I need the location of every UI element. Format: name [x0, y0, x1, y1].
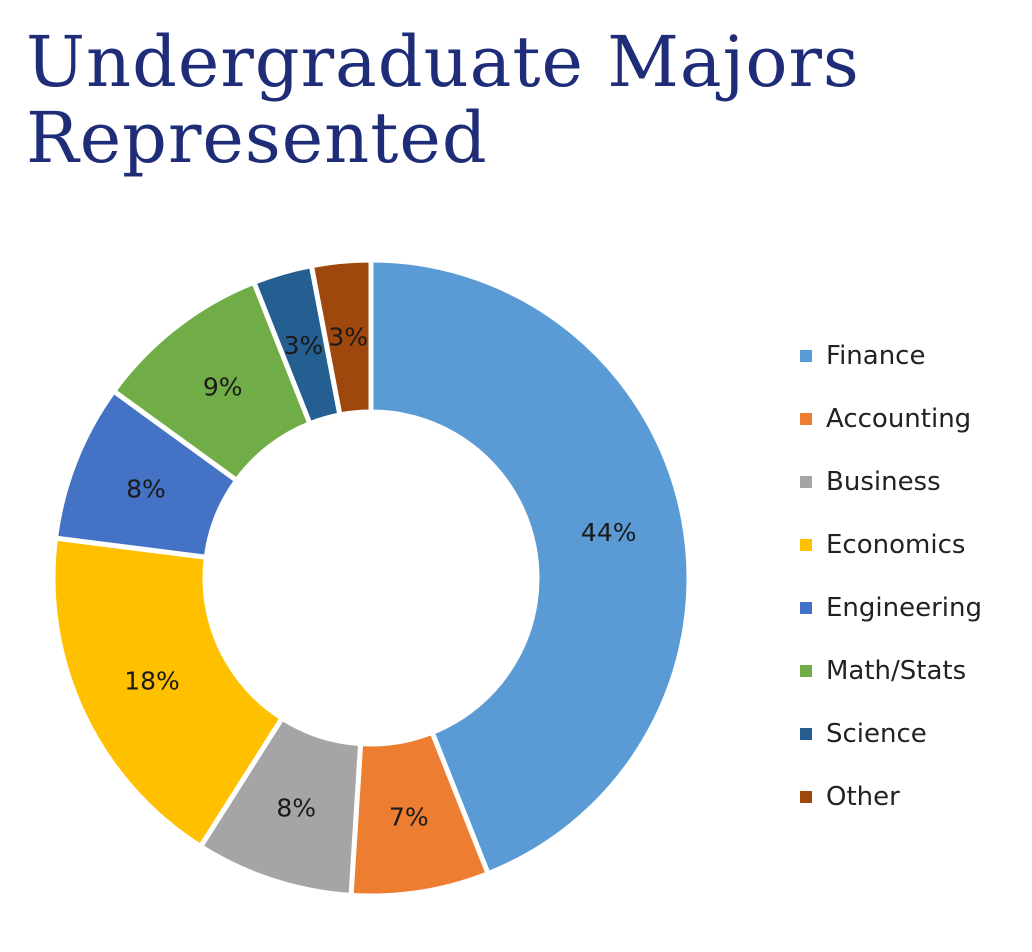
legend-item-science: Science — [800, 702, 982, 765]
legend-swatch — [800, 538, 812, 551]
legend-item-accounting: Accounting — [800, 387, 982, 450]
legend-swatch — [800, 475, 812, 488]
legend-item-finance: Finance — [800, 324, 982, 387]
chart-title-line-2: Represented — [26, 97, 488, 179]
legend-swatch — [800, 727, 812, 740]
data-label-math-stats: 9% — [203, 372, 243, 401]
chart-legend: Finance Accounting Business Economics Engine… — [800, 324, 982, 828]
legend-label: Economics — [826, 529, 966, 560]
legend-item-business: Business — [800, 450, 982, 513]
legend-label: Accounting — [826, 403, 972, 434]
legend-label: Other — [826, 781, 900, 812]
legend-item-economics: Economics — [800, 513, 982, 576]
data-label-finance: 44% — [581, 518, 637, 547]
legend-label: Engineering — [826, 592, 982, 623]
chart-title: Undergraduate Majors Represented — [26, 24, 860, 176]
legend-swatch — [800, 349, 812, 362]
chart-title-line-1: Undergraduate Majors — [26, 21, 860, 103]
legend-item-other: Other — [800, 765, 982, 828]
donut-slice-finance — [368, 257, 692, 877]
donut-slice-economics — [50, 535, 286, 850]
legend-label: Science — [826, 718, 927, 749]
data-label-economics: 18% — [124, 667, 180, 696]
data-label-science: 3% — [284, 331, 324, 360]
legend-item-engineering: Engineering — [800, 576, 982, 639]
legend-swatch — [800, 664, 812, 677]
legend-item-math-stats: Math/Stats — [800, 639, 982, 702]
legend-label: Finance — [826, 340, 926, 371]
legend-label: Math/Stats — [826, 655, 967, 686]
data-label-business: 8% — [276, 794, 316, 823]
data-label-other: 3% — [328, 323, 368, 352]
legend-swatch — [800, 790, 812, 803]
donut-chart: 44% 7% 8% 18% 8% 9% 3% 3% — [50, 257, 692, 896]
legend-label: Business — [826, 466, 941, 497]
data-label-engineering: 8% — [126, 474, 166, 503]
data-label-accounting: 7% — [389, 803, 429, 832]
legend-swatch — [800, 412, 812, 425]
legend-swatch — [800, 601, 812, 614]
donut-slice-other — [308, 257, 374, 418]
